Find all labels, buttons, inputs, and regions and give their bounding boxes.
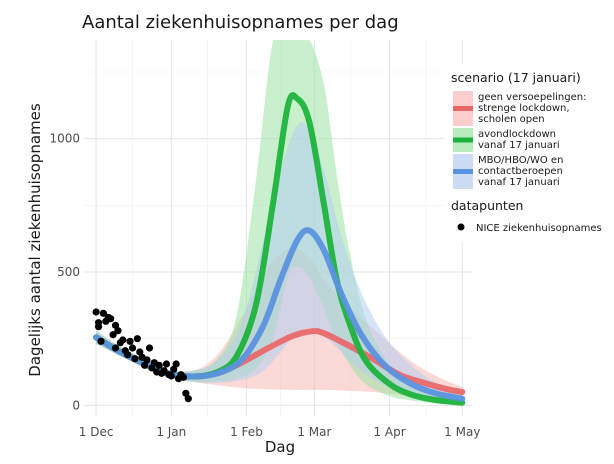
x-tick-label: 1 Dec — [79, 425, 114, 439]
data-point — [119, 336, 127, 344]
legend-label-0-2: scholen open — [478, 114, 545, 125]
legend-point-label: NICE ziekenhuisopnames — [476, 223, 602, 234]
data-point — [99, 309, 107, 317]
legend-data-title: datapunten — [451, 198, 523, 213]
x-tick-label: 1 May — [444, 425, 480, 439]
x-tick-label: 1 Apr — [373, 425, 405, 439]
data-point — [124, 351, 132, 359]
x-axis-title: Dag — [265, 438, 295, 456]
y-axis-ticks: 0 500 1000 — [49, 132, 80, 413]
data-point — [160, 367, 168, 375]
legend-label-2-2: vanaf 17 januari — [478, 177, 560, 188]
data-point — [126, 337, 134, 345]
data-point — [131, 355, 139, 363]
x-tick-label: 1 Feb — [230, 425, 263, 439]
data-point — [109, 331, 117, 339]
x-tick-label: 1 Mar — [297, 425, 331, 439]
legend-point-key — [457, 223, 465, 231]
legend-label-0-1: strenge lockdown, — [478, 103, 570, 114]
data-point — [184, 395, 192, 403]
legend-background — [444, 64, 604, 242]
legend-label-2-1: contactberoepen — [478, 166, 563, 177]
band-series-2 — [96, 122, 463, 403]
data-point — [114, 327, 122, 335]
legend-label-1-1: vanaf 17 januari — [478, 140, 560, 151]
data-point — [167, 372, 175, 380]
data-point — [155, 361, 163, 369]
legend-scenario-entries: geen versoepelingen:strenge lockdown,sch… — [453, 91, 586, 189]
y-tick-label: 1000 — [49, 132, 80, 146]
data-point — [179, 373, 188, 381]
x-axis-ticks: 1 Dec 1 Jan 1 Feb 1 Mar 1 Apr 1 May — [79, 425, 481, 439]
confidence-bands — [96, 40, 463, 405]
data-point — [92, 308, 100, 316]
legend: scenario (17 januari) geen versoepelinge… — [444, 64, 604, 242]
legend-scenario-title: scenario (17 januari) — [451, 70, 581, 85]
legend-label-2-0: MBO/HBO/WO en — [478, 155, 563, 166]
y-axis-title: Dagelijks aantal ziekenhuisopnames — [26, 103, 44, 377]
data-point — [94, 319, 103, 327]
data-point — [111, 344, 120, 352]
x-tick-label: 1 Jan — [156, 425, 186, 439]
data-point — [145, 344, 154, 352]
y-tick-label: 0 — [72, 398, 80, 412]
data-point — [107, 315, 115, 323]
data-point — [128, 344, 137, 352]
data-point — [143, 356, 151, 364]
data-point — [162, 360, 171, 368]
legend-label-0-0: geen versoepelingen: — [478, 92, 586, 103]
data-point — [133, 335, 141, 343]
data-point — [97, 337, 105, 345]
chart-title: Aantal ziekenhuisopnames per dag — [82, 12, 399, 33]
data-points — [92, 308, 192, 403]
legend-label-1-0: avondlockdown — [478, 129, 556, 140]
y-tick-label: 500 — [57, 265, 80, 279]
data-point — [172, 360, 180, 368]
